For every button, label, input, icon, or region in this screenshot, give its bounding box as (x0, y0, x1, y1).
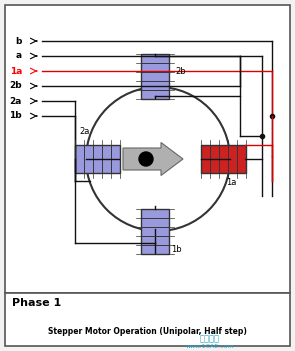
Bar (141, 226, 169, 236)
Text: 2a: 2a (80, 127, 90, 136)
Text: 2b: 2b (9, 81, 22, 91)
Text: 2b: 2b (175, 66, 186, 75)
Text: 2a: 2a (10, 97, 22, 106)
Text: b: b (16, 37, 22, 46)
Bar (141, 208, 169, 218)
Text: 1a: 1a (226, 178, 236, 187)
Bar (111, 145, 119, 173)
Text: Phase 1: Phase 1 (12, 298, 61, 308)
Text: 1a: 1a (10, 66, 22, 75)
Bar (141, 218, 169, 226)
Text: Stepper Motor Operation (Unipolar, Half step): Stepper Motor Operation (Unipolar, Half … (48, 326, 247, 336)
Text: 仿真在线: 仿真在线 (200, 335, 220, 344)
Bar (237, 145, 245, 173)
Text: a: a (16, 52, 22, 60)
Text: 1b: 1b (171, 245, 182, 253)
Bar (141, 208, 169, 253)
Text: 1b: 1b (9, 112, 22, 120)
Bar (75, 145, 83, 173)
Bar (141, 53, 169, 62)
Bar (201, 145, 245, 173)
Bar (5, 5, 290, 293)
Bar (93, 145, 101, 173)
Bar (141, 236, 169, 245)
Bar (141, 62, 169, 72)
Bar (75, 145, 119, 173)
Bar (141, 53, 169, 99)
Circle shape (139, 152, 153, 166)
Bar (227, 145, 237, 173)
Bar (201, 145, 209, 173)
Bar (5, 293, 290, 346)
Bar (209, 145, 219, 173)
Bar (101, 145, 111, 173)
Circle shape (86, 87, 230, 231)
Bar (219, 145, 227, 173)
FancyArrow shape (123, 143, 183, 176)
Bar (141, 90, 169, 99)
Bar (83, 145, 93, 173)
Bar (141, 72, 169, 80)
Bar (141, 245, 169, 253)
Bar (141, 80, 169, 90)
Text: www.1CAE.com: www.1CAE.com (186, 344, 234, 349)
